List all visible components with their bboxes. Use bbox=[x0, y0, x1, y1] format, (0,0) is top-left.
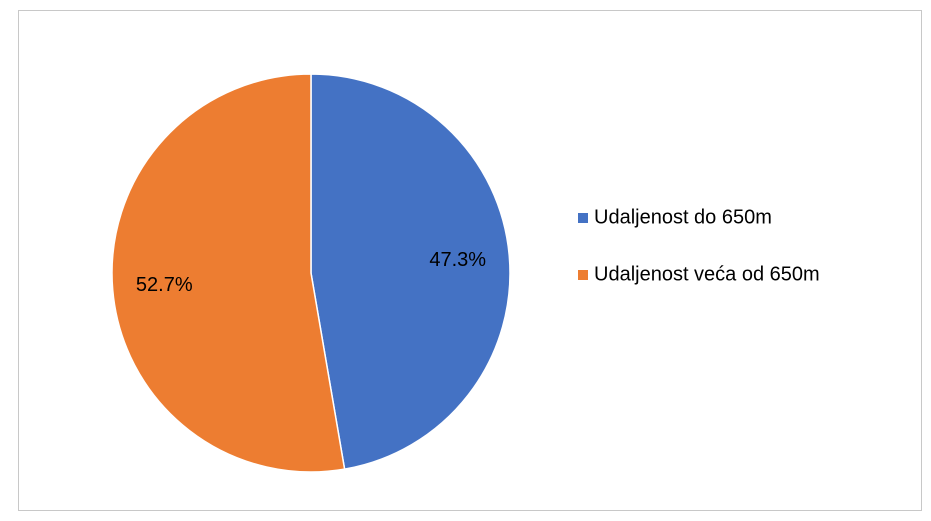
pie-slice bbox=[111, 73, 346, 473]
data-label: 52.7% bbox=[136, 274, 193, 296]
data-label: 47.3% bbox=[429, 249, 486, 271]
legend-label: Udaljenost veća od 650m bbox=[594, 263, 820, 285]
legend-swatch bbox=[578, 213, 588, 223]
legend-swatch bbox=[578, 270, 588, 280]
legend-label: Udaljenost do 650m bbox=[594, 206, 772, 228]
pie-slice bbox=[310, 73, 511, 471]
